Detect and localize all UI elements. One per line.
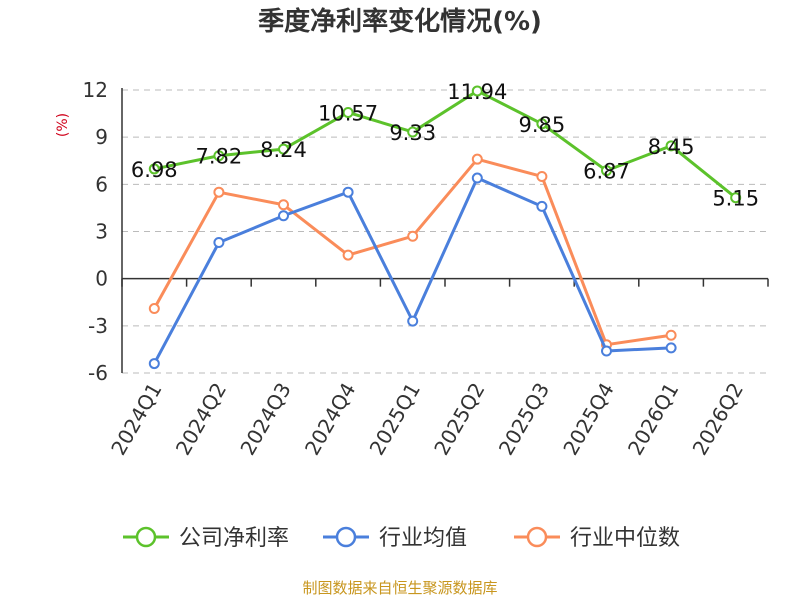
- x-tick-label-4: 2025Q1: [365, 379, 425, 460]
- x-tick-label-6: 2025Q3: [494, 379, 554, 460]
- data-label-6: 9.85: [519, 113, 566, 137]
- point-s0-8: [665, 140, 677, 152]
- point-s0-4: [407, 126, 419, 138]
- point-s0-2: [278, 143, 289, 155]
- x-tick-label-7: 2025Q4: [558, 379, 618, 460]
- point-s2-4: [407, 230, 419, 242]
- point-s2-1: [213, 186, 225, 198]
- point-s1-4: [407, 315, 419, 327]
- legend-label-1: 行业均值: [379, 526, 467, 551]
- point-s1-8: [665, 342, 677, 354]
- data-label-9: 5.15: [712, 187, 759, 211]
- point-s0-0: [148, 163, 160, 175]
- point-s1-6: [536, 200, 548, 212]
- data-label-2: 8.24: [260, 138, 307, 162]
- data-label-5: 11.94: [447, 80, 507, 104]
- data-label-1: 7.82: [196, 145, 243, 169]
- x-tick-label-9: 2026Q2: [688, 379, 748, 460]
- legend-label-2: 行业中位数: [570, 526, 680, 551]
- y-tick-label-6: -6: [88, 361, 108, 385]
- point-s1-3: [342, 186, 354, 198]
- point-s2-8: [665, 329, 677, 341]
- point-s0-7: [601, 165, 612, 177]
- series-line-0: [153, 89, 737, 199]
- data-label-7: 6.87: [583, 160, 630, 184]
- legend-marker-1: [335, 526, 357, 548]
- point-s0-3: [342, 106, 354, 118]
- point-s0-9: [730, 192, 742, 204]
- point-s2-3: [342, 249, 354, 261]
- point-s1-5: [471, 172, 483, 184]
- y-tick-label-5: -3: [88, 314, 108, 338]
- point-s2-0: [148, 303, 160, 315]
- data-label-3: 10.57: [318, 101, 378, 125]
- x-tick-label-2: 2024Q3: [235, 379, 295, 460]
- legend: 公司净利率 行业均值 行业中位数: [123, 526, 680, 551]
- y-tick-label-2: 6: [95, 172, 108, 196]
- series-lines: [148, 85, 742, 370]
- source-note: 制图数据来自恒生聚源数据库: [302, 579, 497, 597]
- point-s0-5: [471, 85, 483, 97]
- y-tick-label-1: 9: [95, 125, 108, 149]
- y-tick-label-0: 12: [83, 78, 108, 102]
- x-tick-label-5: 2025Q2: [429, 379, 489, 460]
- x-tick-label-3: 2024Q4: [300, 379, 360, 460]
- legend-marker-2: [526, 526, 548, 548]
- point-s0-6: [536, 118, 548, 130]
- data-label-8: 8.45: [648, 135, 695, 159]
- data-label-4: 9.33: [389, 121, 436, 145]
- series-line-1: [152, 176, 672, 365]
- data-labels: 6.98 7.82 8.24 10.57 9.33 11.94 9.85 6.87 8.45 5.…: [131, 80, 759, 211]
- y-axis-label: (%): [55, 113, 71, 137]
- x-tick-label-0: 2024Q1: [106, 379, 166, 460]
- chart-title: 季度净利率变化情况(%): [258, 6, 542, 37]
- grid-lines: [122, 89, 768, 374]
- y-tick-label-3: 3: [95, 220, 108, 244]
- x-tick-label-1: 2024Q2: [171, 379, 231, 460]
- point-s1-7: [601, 345, 612, 357]
- y-tick-label-4: 0: [95, 267, 108, 291]
- legend-marker-0: [135, 526, 157, 548]
- point-s1-2: [278, 210, 289, 222]
- point-s1-0: [148, 358, 160, 370]
- legend-label-0: 公司净利率: [179, 526, 289, 551]
- point-s2-5: [471, 153, 483, 165]
- x-tick-label-8: 2026Q1: [623, 379, 683, 460]
- point-s0-1: [213, 150, 225, 162]
- point-s2-6: [536, 170, 548, 182]
- data-label-0: 6.98: [131, 158, 178, 182]
- point-s1-1: [213, 237, 225, 249]
- point-s2-2: [278, 199, 289, 211]
